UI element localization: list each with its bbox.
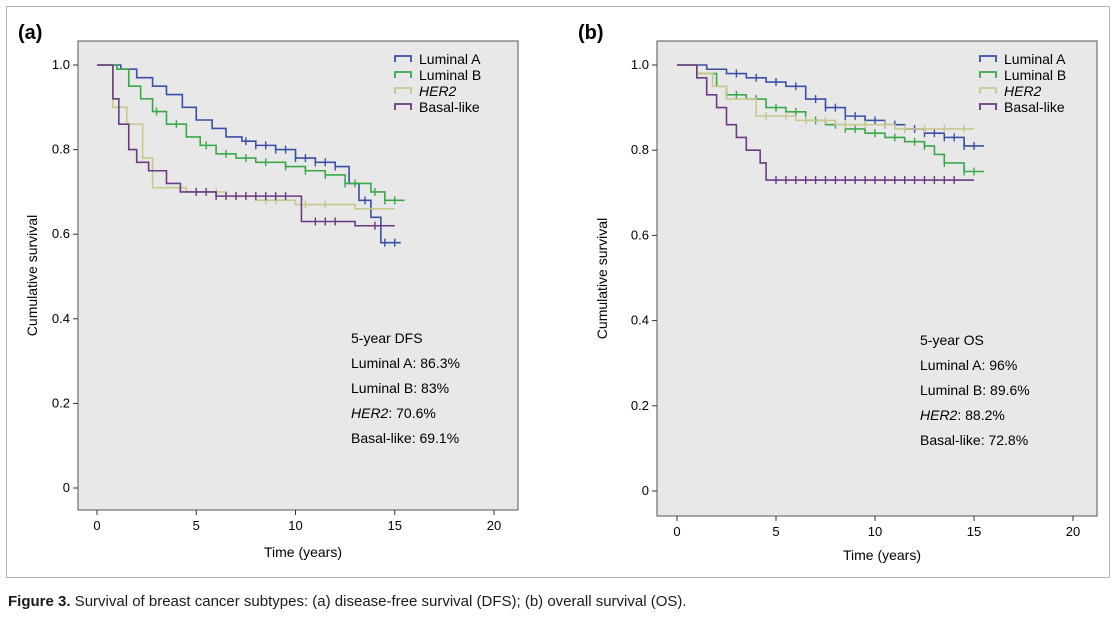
caption-label: Figure 3.	[8, 593, 71, 610]
panel-a-annotation-luminal-b: Luminal B: 83%	[351, 380, 449, 396]
panel-b-ytick-label: 0.6	[631, 227, 649, 242]
panel-a-annotation-basal-like: Basal-like: 69.1%	[351, 430, 459, 446]
panel-b-annotation-basal-like: Basal-like: 72.8%	[920, 432, 1028, 448]
panel-b-ytick-label: 0.8	[631, 142, 649, 157]
panel-a-label: (a)	[18, 22, 42, 44]
panel-a-annotation-heading: 5-year DFS	[351, 330, 423, 346]
chart-canvas: (a) 0 0.2 0.4 0.6 0.8 1.0 0 5 10 15 20 Time (years) C…	[18, 22, 1098, 563]
panel-a-plot-area	[77, 40, 519, 511]
panel-a-xtick-label: 10	[288, 518, 302, 533]
panel-b-annotation-luminal-b: Luminal B: 89.6%	[920, 382, 1030, 398]
panel-b-label: (b)	[578, 22, 604, 44]
panel-b-xtick-label: 5	[772, 524, 779, 539]
panel-a-xtick-label: 20	[487, 518, 501, 533]
panel-a-annotation-her2-value: : 70.6%	[388, 405, 435, 421]
panel-a-xtick-label: 0	[93, 518, 100, 533]
panel-b-annotation-heading: 5-year OS	[920, 332, 984, 348]
panel-a-ytick-label: 0.8	[52, 142, 70, 157]
panel-a-legend-label-her2: HER2	[419, 83, 457, 99]
panel-b-ytick-label: 1.0	[631, 57, 649, 72]
panel-a-x-axis-title: Time (years)	[264, 544, 342, 560]
panel-b-ytick-label: 0	[642, 483, 649, 498]
panel-a-ytick-label: 0.2	[52, 395, 70, 410]
panel-b-legend-swatch-luminal-b	[979, 71, 997, 78]
panel-b-xtick-label: 10	[868, 524, 882, 539]
panel-a-xtick-label: 15	[388, 518, 402, 533]
panel-a-y-axis-title: Cumulative survival	[24, 215, 40, 336]
panel-a-ytick-label: 0	[63, 480, 70, 495]
panel-a-ytick-label: 0.6	[52, 226, 70, 241]
panel-a-annotation-her2-name: HER2	[351, 405, 389, 421]
panel-a-ytick-label: 1.0	[52, 57, 70, 72]
panel-b-series-her2	[677, 64, 974, 130]
panel-b-xtick-label: 20	[1066, 524, 1080, 539]
panel-b-ytick-label: 0.2	[631, 398, 649, 413]
panel-b-legend-swatch-her2	[979, 87, 997, 94]
panel-b-ytick-label: 0.4	[631, 313, 649, 328]
panel-a-ytick-label: 0.4	[52, 311, 70, 326]
panel-a-legend-label-luminal-a: Luminal A	[419, 51, 481, 67]
panel-a-legend-label-basal-like: Basal-like	[419, 99, 480, 115]
panel-a-legend-label-luminal-b: Luminal B	[419, 67, 481, 83]
panel-a-legend-swatch-luminal-b	[394, 71, 412, 78]
panel-b-x-axis-title: Time (years)	[843, 547, 921, 563]
panel-b-xtick-label: 0	[673, 524, 680, 539]
panel-a-legend-swatch-basal-like	[394, 103, 412, 110]
figure-frame	[6, 6, 1110, 578]
panel-a-annotation-luminal-a: Luminal A: 86.3%	[351, 355, 460, 371]
panel-b-legend-label-luminal-b: Luminal B	[1004, 67, 1066, 83]
panel-a-legend-swatch-luminal-a	[394, 55, 412, 62]
panel-a-legend-swatch-her2	[394, 87, 412, 94]
panel-b-legend-label-basal-like: Basal-like	[1004, 99, 1065, 115]
panel-b-y-axis-title: Cumulative survival	[594, 218, 610, 339]
panel-b-annotation-her2-value: : 88.2%	[957, 407, 1004, 423]
figure-caption: Figure 3. Survival of breast cancer subt…	[8, 593, 687, 610]
panel-b-legend-label-her2: HER2	[1004, 83, 1042, 99]
panel-b-xtick-label: 15	[967, 524, 981, 539]
panel-a-xtick-label: 5	[193, 518, 200, 533]
panel-b-legend-swatch-luminal-a	[979, 55, 997, 62]
panel-b-legend-label-luminal-a: Luminal A	[1004, 51, 1066, 67]
panel-b-annotation-her2-name: HER2	[920, 407, 958, 423]
panel-b-legend-swatch-basal-like	[979, 103, 997, 110]
panel-b-annotation-luminal-a: Luminal A: 96%	[920, 357, 1017, 373]
caption-text: Survival of breast cancer subtypes: (a) …	[70, 593, 687, 610]
panel-a-annotation-her2: HER2: 70.6%	[351, 405, 436, 421]
panel-b-annotation-her2: HER2: 88.2%	[920, 407, 1005, 423]
